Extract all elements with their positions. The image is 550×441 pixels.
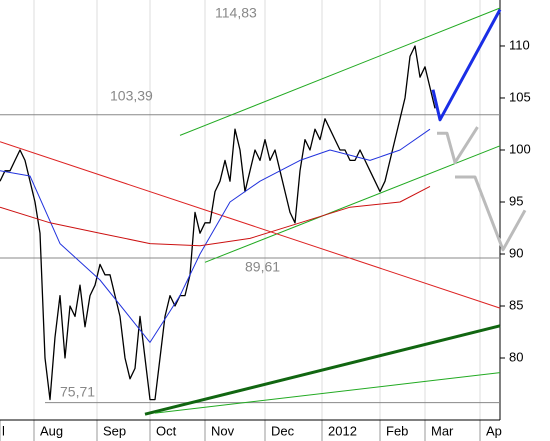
trendline bbox=[437, 126, 479, 164]
x-tick-label: 2012 bbox=[328, 423, 357, 438]
trendline bbox=[431, 8, 502, 122]
x-tick-label: Dec bbox=[271, 423, 295, 438]
y-tick-label: 95 bbox=[509, 193, 523, 208]
y-tick-label: 100 bbox=[509, 141, 531, 156]
trendline bbox=[144, 324, 501, 416]
x-tick-label: Ap bbox=[486, 423, 502, 438]
x-tick-label: Sep bbox=[103, 423, 126, 438]
y-tick-label: 90 bbox=[509, 245, 523, 260]
trendline bbox=[0, 141, 501, 309]
y-tick-label: 105 bbox=[509, 89, 531, 104]
level-label: 114,83 bbox=[215, 5, 257, 21]
trendline bbox=[179, 7, 501, 136]
trendline bbox=[154, 372, 501, 414]
x-tick-label: Feb bbox=[386, 423, 408, 438]
y-tick-label: 85 bbox=[509, 297, 523, 312]
y-tick-label: 110 bbox=[509, 37, 530, 52]
level-label: 103,39 bbox=[110, 88, 153, 104]
series-line bbox=[0, 45, 436, 401]
x-tick-label: Mar bbox=[431, 423, 454, 438]
series-line bbox=[0, 128, 431, 343]
y-tick-label: 80 bbox=[509, 349, 523, 364]
level-label: 89,61 bbox=[245, 259, 280, 275]
level-label: 75,71 bbox=[60, 384, 95, 400]
x-tick-label: l bbox=[2, 423, 5, 438]
series-line bbox=[0, 185, 431, 247]
x-tick-label: Oct bbox=[156, 423, 177, 438]
x-tick-label: Nov bbox=[211, 423, 235, 438]
trendline bbox=[204, 145, 501, 263]
x-tick-label: Aug bbox=[40, 423, 63, 438]
trendline bbox=[455, 175, 527, 252]
